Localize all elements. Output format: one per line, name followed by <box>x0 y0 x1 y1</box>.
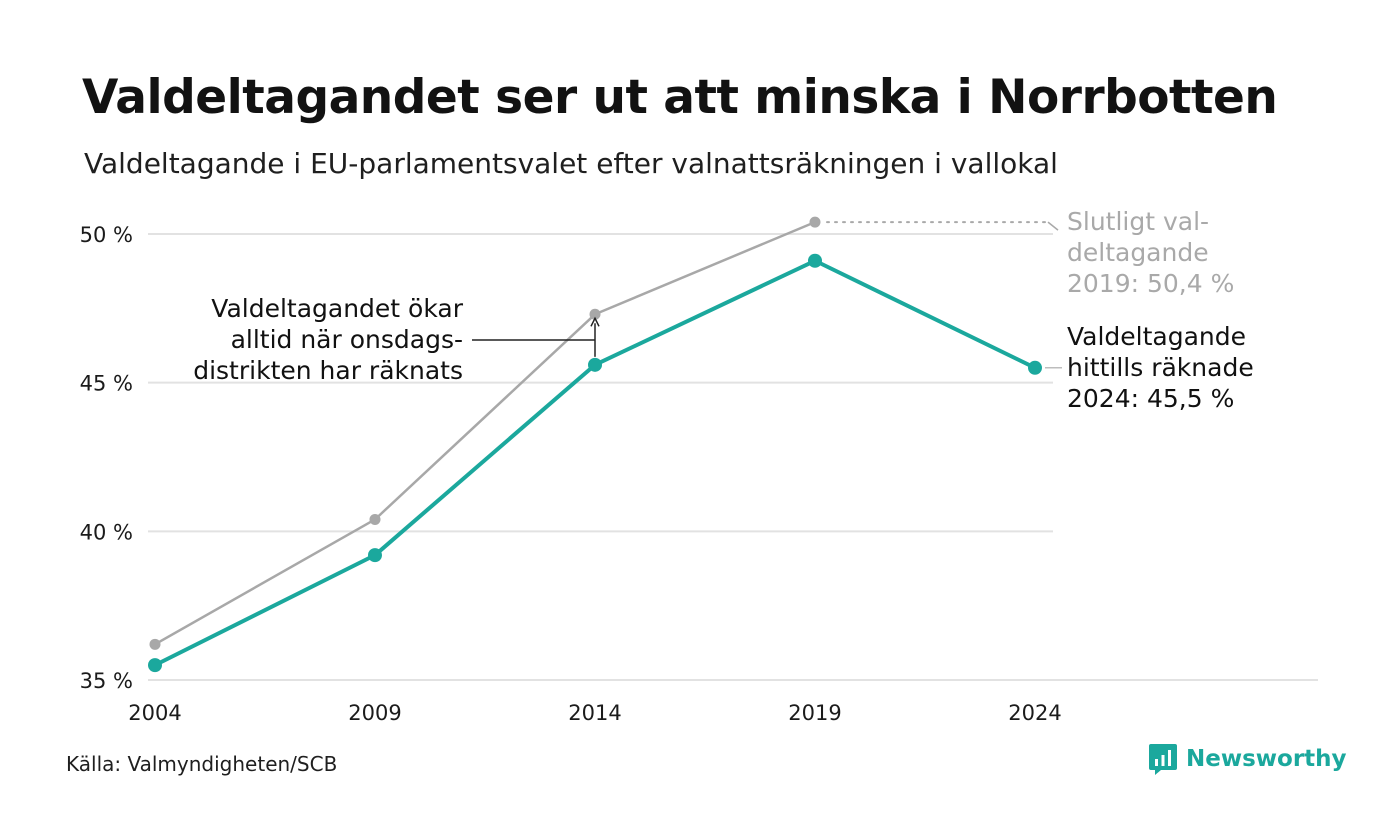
annotation-final-2019-line: deltagande <box>1067 238 1209 267</box>
x-tick-label: 2019 <box>788 701 841 725</box>
chart-title: Valdeltagandet ser ut att minska i Norrb… <box>82 70 1278 125</box>
data-point-counted <box>588 357 602 372</box>
annotation-counted-2024-line: 2024: 45,5 % <box>1067 384 1234 413</box>
data-point-counted <box>1028 360 1042 375</box>
annotation-counted-2024-line: Valdeltagande <box>1067 322 1246 351</box>
data-point-counted <box>368 548 382 563</box>
y-tick-label: 45 % <box>80 372 133 396</box>
axis-labels: 35 % 40 % 45 % 50 % 2004 2009 2014 2019 2024 <box>80 223 1062 725</box>
brand-name: Newsworthy <box>1186 746 1347 772</box>
series-lines <box>154 220 1036 667</box>
x-tick-label: 2009 <box>348 701 401 725</box>
grid-lines <box>148 233 1318 681</box>
data-point-counted <box>808 253 822 268</box>
newsworthy-bar-chart-icon <box>1149 744 1177 775</box>
x-tick-label: 2014 <box>568 701 621 725</box>
data-point-final <box>589 308 601 320</box>
y-tick-label: 50 % <box>80 223 133 247</box>
annotation-increase-note-line: alltid när onsdags- <box>231 325 463 354</box>
data-point-counted <box>148 658 162 673</box>
chart-subtitle: Valdeltagande i EU-parlamentsvalet efter… <box>84 147 1058 180</box>
x-tick-label: 2004 <box>128 701 181 725</box>
data-point-final <box>369 513 381 525</box>
annotation-arrow-head <box>590 316 600 327</box>
data-point-final <box>149 638 161 650</box>
series-line-final <box>154 220 816 646</box>
annotation-final-2019-line: 2019: 50,4 % <box>1067 269 1234 298</box>
x-tick-label: 2024 <box>1008 701 1061 725</box>
brand[interactable]: Newsworthy <box>1148 742 1347 776</box>
annotation-increase-note-line: Valdeltagandet ökar <box>211 294 463 323</box>
data-point-final <box>809 216 821 228</box>
annotation-counted-2024-line: hittills räknade <box>1067 353 1254 382</box>
source-note: Källa: Valmyndigheten/SCB <box>66 752 338 776</box>
data-points <box>148 216 1042 673</box>
annotation-increase-note-line: distrikten har räknats <box>193 356 463 385</box>
y-tick-label: 40 % <box>80 520 133 544</box>
annotation-leader-final-tick <box>1047 221 1059 231</box>
annotation-final-2019-line: Slutligt val- <box>1067 207 1209 236</box>
y-tick-label: 35 % <box>80 669 133 693</box>
